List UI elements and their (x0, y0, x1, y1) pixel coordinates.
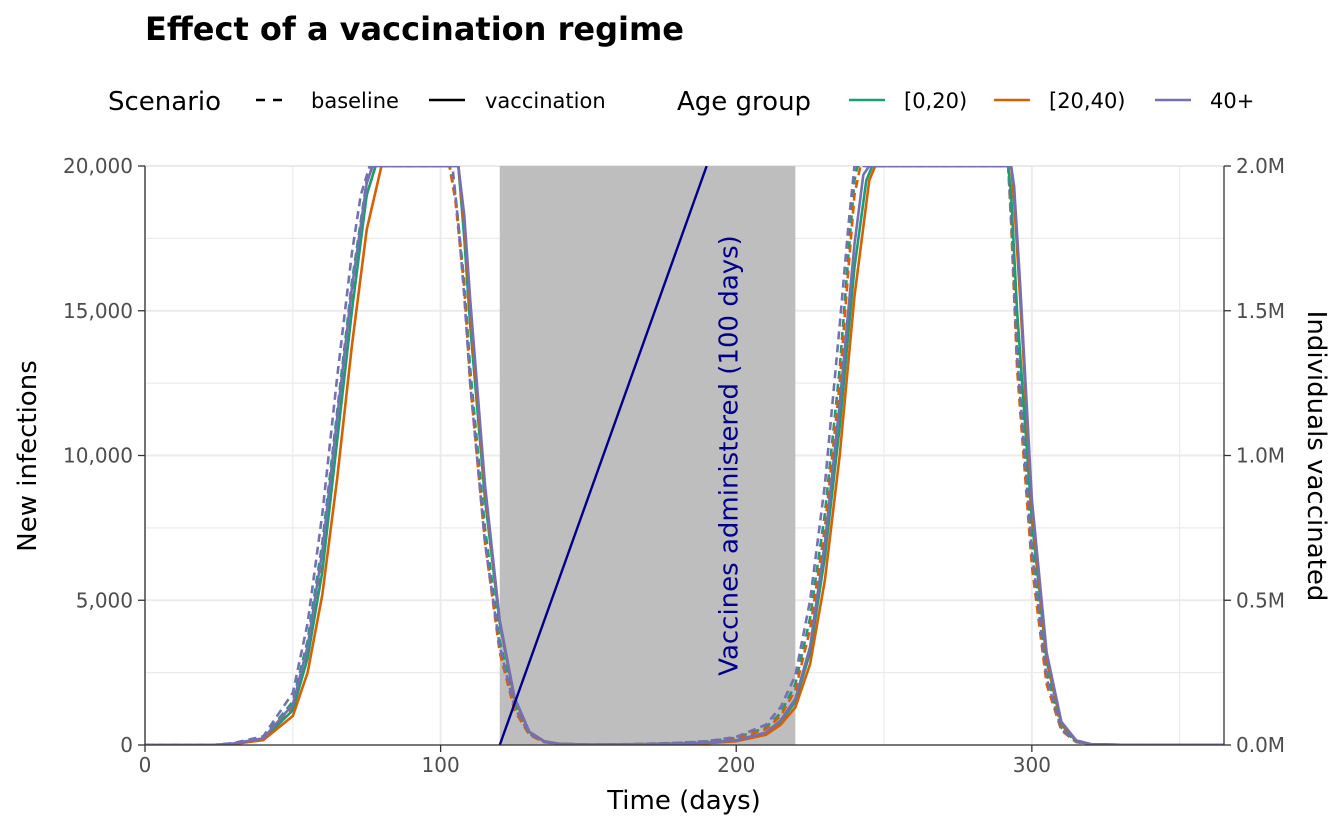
vaccination-annotation: Vaccines administered (100 days) (715, 235, 745, 676)
vaccination-cumulative-line (498, 166, 708, 745)
y-tick-label: 15,000 (63, 299, 133, 323)
vaccination-window (499, 166, 796, 745)
y2-axis-title: Individuals vaccinated (1301, 311, 1331, 602)
y-tick-label: 0 (120, 733, 133, 757)
y-tick-label: 20,000 (63, 154, 133, 178)
x-tick-label: 100 (422, 753, 460, 777)
legend-label-baseline: baseline (311, 89, 399, 113)
legend-label-vaccination: vaccination (485, 89, 606, 113)
legend-label-age-40plus: 40+ (1210, 89, 1254, 113)
y2-tick-label: 1.5M (1236, 299, 1285, 323)
y-tick-label: 10,000 (63, 444, 133, 468)
legend-scenario-title: Scenario (108, 87, 221, 117)
legend-age-title: Age group (677, 87, 811, 117)
plot-area: Vaccines administered (100 days) 0 100 200 3… (63, 154, 1285, 777)
y2-tick-label: 0.0M (1236, 733, 1285, 757)
y2-tick-label: 0.5M (1236, 588, 1285, 612)
x-tick-label: 200 (717, 753, 755, 777)
legend-label-age-20-40: [20,40) (1049, 89, 1126, 113)
y-tick-label: 5,000 (76, 588, 133, 612)
series-line-vaccination-40- (145, 166, 1224, 745)
x-axis-title: Time (days) (606, 786, 761, 816)
y2-tick-label: 2.0M (1236, 154, 1285, 178)
series-group (145, 166, 1224, 745)
x-tick-label: 300 (1013, 753, 1051, 777)
legend: Scenario baseline vaccination Age group … (108, 87, 1254, 117)
y2-tick-label: 1.0M (1236, 444, 1285, 468)
chart-title: Effect of a vaccination regime (145, 10, 684, 48)
legend-label-age-0-20: [0,20) (904, 89, 967, 113)
x-tick-label: 0 (139, 753, 152, 777)
y-axis-title: New infections (13, 360, 43, 551)
